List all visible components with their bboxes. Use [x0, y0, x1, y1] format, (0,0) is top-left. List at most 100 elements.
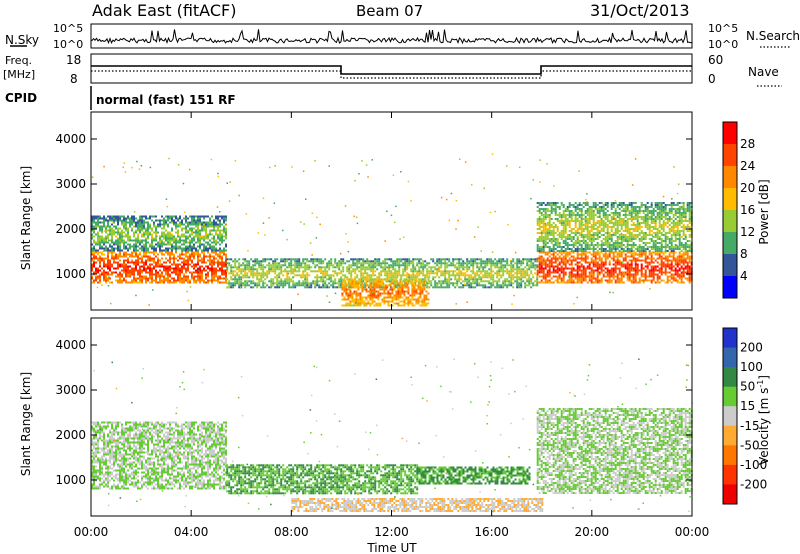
power-cell	[564, 228, 567, 230]
power-cell	[646, 265, 649, 268]
power-cell	[450, 278, 453, 281]
power-cell	[232, 278, 235, 281]
power-cell	[382, 268, 385, 271]
power-cell	[470, 260, 473, 263]
power-cell	[564, 214, 567, 216]
power-cell	[207, 249, 209, 252]
power-cell	[199, 243, 201, 246]
power-cell	[91, 263, 93, 266]
power-cell	[401, 296, 404, 299]
power-cell	[209, 267, 211, 270]
power-cell	[238, 262, 241, 265]
power-cell	[502, 268, 505, 271]
power-cell	[552, 246, 555, 248]
power-cell	[650, 281, 653, 284]
power-cell	[246, 264, 249, 267]
power-cell	[550, 226, 553, 228]
power-cell	[596, 265, 599, 268]
power-cell	[296, 260, 299, 263]
power-cell	[209, 247, 211, 250]
power-cell	[93, 241, 95, 244]
power-cell	[203, 235, 205, 238]
power-cell	[181, 265, 183, 268]
power-cell	[125, 275, 127, 278]
power-cell	[334, 280, 337, 283]
power-cell	[169, 259, 171, 262]
power-cell	[370, 280, 373, 283]
power-cell	[274, 268, 277, 271]
power-cell	[314, 264, 317, 267]
power-cell	[230, 286, 233, 289]
power-cell	[129, 255, 131, 258]
power-cell	[556, 226, 559, 228]
power-cell	[476, 258, 479, 261]
power-cell	[411, 280, 414, 283]
power-cell	[256, 272, 259, 275]
power-cell	[520, 270, 523, 273]
power-cell	[566, 281, 569, 284]
power-cell	[95, 257, 97, 260]
power-cell	[418, 262, 421, 265]
power-cell	[187, 275, 189, 278]
power-cell	[385, 300, 388, 303]
power-cell	[361, 282, 364, 285]
power-cell	[123, 265, 125, 268]
power-cell	[500, 268, 503, 271]
power-cell	[185, 269, 187, 272]
power-cell	[494, 264, 497, 267]
power-cell	[199, 275, 201, 278]
power-cell	[304, 282, 307, 285]
power-cell	[316, 282, 319, 285]
power-cell	[397, 290, 400, 293]
power-cell	[207, 275, 209, 278]
power-cell	[183, 239, 185, 242]
power-cell	[548, 251, 551, 254]
power-cell	[131, 221, 133, 224]
power-cell	[430, 284, 433, 287]
power-cell	[568, 226, 571, 228]
power-cell	[614, 269, 617, 272]
power-cell	[347, 284, 350, 287]
power-cell	[294, 268, 297, 271]
power-cell	[436, 262, 439, 265]
power-cell	[420, 258, 423, 261]
power-cell	[566, 248, 569, 250]
power-cell	[423, 294, 426, 297]
power-cell	[155, 271, 157, 274]
power-cell	[462, 262, 465, 265]
power-cell	[189, 257, 191, 260]
power-cell	[221, 215, 223, 218]
power-cell	[248, 268, 251, 271]
power-cell	[544, 204, 547, 206]
power-cell	[516, 268, 519, 271]
power-cell	[568, 257, 571, 260]
power-cell	[109, 215, 111, 218]
power-cell	[538, 216, 541, 218]
power-cell	[608, 279, 611, 282]
power-cell	[117, 275, 119, 278]
power-cell	[119, 219, 121, 222]
power-cell	[562, 228, 565, 230]
power-cell	[417, 298, 420, 301]
power-cell	[532, 262, 535, 265]
power-cell	[426, 272, 429, 275]
power-cell	[225, 235, 227, 238]
power-cell	[342, 258, 345, 261]
power-cell	[420, 272, 423, 275]
power-cell	[434, 266, 437, 269]
power-cell	[234, 258, 237, 261]
power-cell	[217, 233, 219, 236]
power-cell	[183, 241, 185, 244]
power-cell	[606, 255, 609, 258]
power-cell	[560, 204, 563, 206]
power-cell	[506, 262, 509, 265]
power-cell	[193, 239, 195, 242]
power-cell	[448, 276, 451, 279]
power-cell	[254, 284, 257, 287]
power-cell	[346, 268, 349, 271]
power-cell	[240, 284, 243, 287]
power-cell	[181, 253, 183, 256]
power-cell	[284, 270, 287, 273]
power-cell	[440, 274, 443, 277]
power-cell	[341, 292, 344, 295]
